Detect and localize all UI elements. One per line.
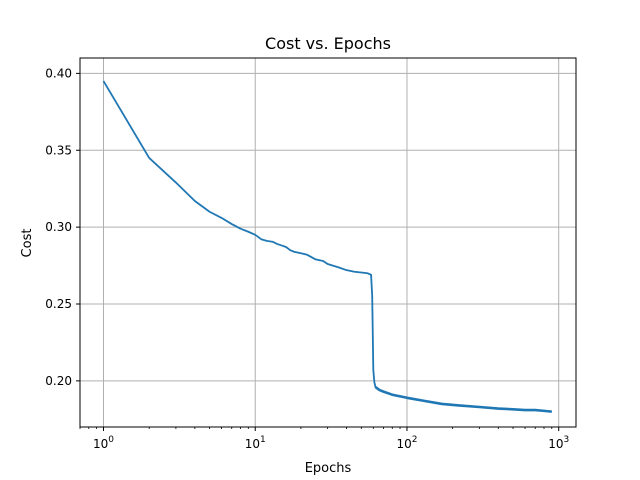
y-tick-label: 0.40 [45,66,72,80]
x-tick-label: 100 [93,435,114,451]
y-tick-label: 0.25 [45,297,72,311]
chart-title: Cost vs. Epochs [265,34,391,53]
x-tick-label: 101 [245,435,266,451]
x-tick-label: 102 [396,435,417,451]
cost-series-tail [374,385,552,413]
x-tick-label: 103 [548,435,569,451]
ticks: 100 101 102 103 0.20 0.25 0.30 0.35 0.40 [45,66,569,451]
y-axis-label: Cost [20,229,35,258]
y-tick-label: 0.20 [45,374,72,388]
grid [80,58,576,427]
x-axis-label: Epochs [305,461,352,476]
y-tick-label: 0.30 [45,220,72,234]
y-tick-label: 0.35 [45,143,72,157]
series-group [102,80,552,413]
